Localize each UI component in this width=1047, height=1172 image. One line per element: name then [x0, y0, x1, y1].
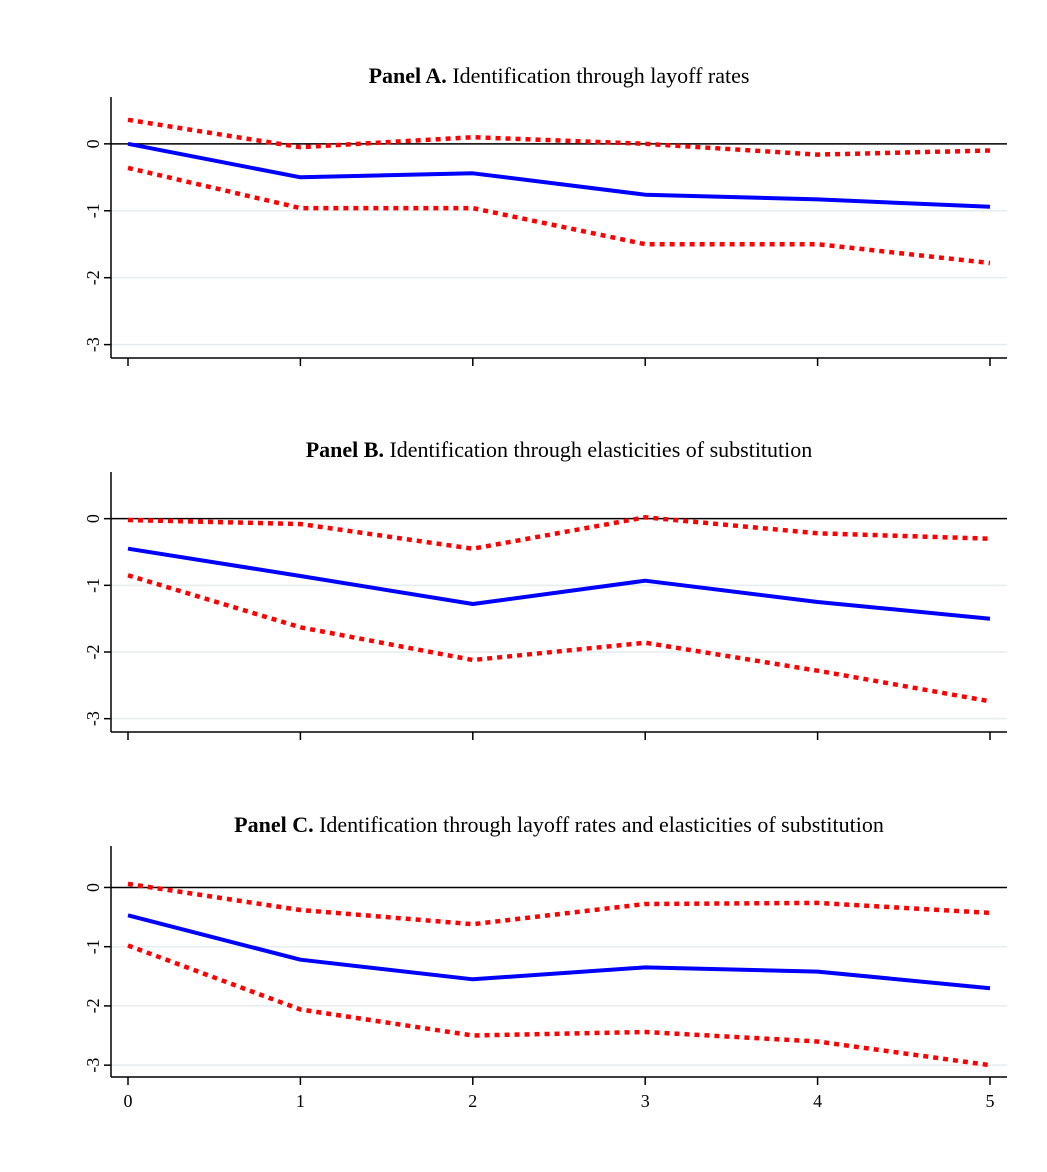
estimate-line [127, 913, 991, 991]
panel-title: Panel B. Identification through elastici… [306, 437, 813, 462]
x-tick-label: 3 [641, 1091, 650, 1111]
panel-title-text: Identification through layoff rates and … [314, 812, 884, 837]
upper-confidence-bound [127, 117, 991, 157]
lower-confidence-bound [127, 943, 991, 1068]
estimate-line [127, 141, 991, 209]
upper-confidence-bound [127, 515, 991, 551]
upper-confidence-bound [127, 881, 991, 927]
lower-confidence-bound [127, 573, 991, 704]
y-tick-label: -3 [83, 711, 103, 726]
panel-title: Panel A. Identification through layoff r… [369, 63, 750, 88]
y-tick-label: -1 [83, 939, 103, 954]
x-tick-label: 2 [468, 1091, 477, 1111]
x-tick-label: 0 [124, 1091, 133, 1111]
y-tick-label: 0 [83, 139, 103, 148]
y-tick-label: -3 [83, 1058, 103, 1073]
y-tick-label: -1 [83, 578, 103, 593]
x-tick-label: 1 [296, 1091, 305, 1111]
y-tick-label: 0 [83, 883, 103, 892]
panel-title-bold: Panel B. [306, 437, 384, 462]
panel-b: Panel B. Identification through elastici… [83, 437, 1007, 740]
x-tick-label: 5 [986, 1091, 995, 1111]
y-tick-label: -2 [83, 645, 103, 660]
panel-title-text: Identification through layoff rates [447, 63, 750, 88]
panel-title-bold: Panel A. [369, 63, 447, 88]
y-tick-label: 0 [83, 514, 103, 523]
estimate-line [127, 546, 991, 621]
panel-a: Panel A. Identification through layoff r… [83, 63, 1007, 366]
panel-c: Panel C. Identification through layoff r… [83, 812, 1007, 1111]
panel-title-bold: Panel C. [234, 812, 313, 837]
y-tick-label: -1 [83, 203, 103, 218]
panel-title: Panel C. Identification through layoff r… [234, 812, 884, 837]
panel-title-text: Identification through elasticities of s… [384, 437, 812, 462]
x-tick-label: 4 [813, 1091, 822, 1111]
y-tick-label: -3 [83, 337, 103, 352]
y-tick-label: -2 [83, 998, 103, 1013]
y-tick-label: -2 [83, 270, 103, 285]
